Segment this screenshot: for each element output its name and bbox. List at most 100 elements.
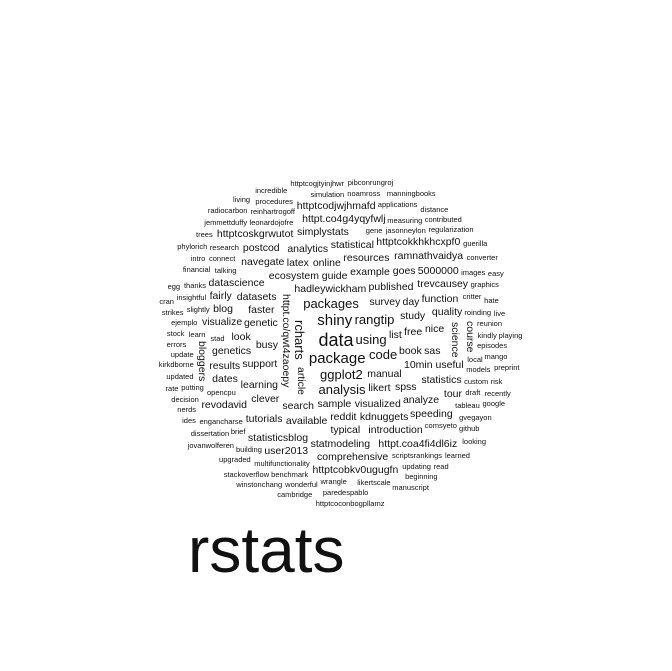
cloud-word: datascience	[208, 276, 265, 289]
cloud-word: comprehensive	[317, 450, 389, 463]
cloud-word: converter	[466, 253, 498, 263]
cloud-word: stackoverflow	[223, 470, 270, 480]
cloud-word: speeding	[410, 408, 453, 421]
cloud-word: typical	[330, 424, 361, 437]
cloud-word: simulation	[310, 189, 345, 199]
cloud-word: cran	[159, 297, 174, 307]
cloud-word: genetic	[243, 317, 278, 330]
cloud-word: ramnathvaidya	[394, 249, 464, 262]
cloud-word: measuring	[387, 216, 423, 225]
cloud-word: 10min	[403, 359, 433, 372]
cloud-word: ejemplo	[171, 318, 198, 328]
cloud-word: critter	[462, 292, 482, 302]
cloud-word: connect	[209, 254, 236, 264]
cloud-word: latex	[286, 256, 309, 269]
cloud-word: slightly	[186, 305, 210, 315]
cloud-word: live	[493, 308, 506, 318]
cloud-word: roinding	[464, 307, 492, 317]
cloud-word: jemmettduffy	[204, 217, 248, 227]
cloud-word: sample	[317, 397, 352, 410]
cloud-word: risk	[490, 376, 503, 386]
cloud-word: benchmark	[271, 469, 309, 479]
cloud-word: datasets	[236, 291, 277, 304]
cloud-word: ggplot2	[320, 367, 363, 383]
cloud-word: stock	[166, 329, 185, 339]
cloud-word: introduction	[368, 424, 423, 437]
cloud-word: search	[282, 399, 314, 412]
cloud-word: kindly	[477, 330, 497, 340]
cloud-word: course	[463, 320, 476, 353]
cloud-word: reunion	[477, 318, 503, 328]
cloud-word: httpt.coa4fi4dl6iz	[378, 437, 458, 450]
cloud-word: brief	[230, 426, 246, 436]
cloud-word: radiocarbon	[207, 205, 248, 215]
cloud-word: support	[242, 358, 278, 371]
cloud-word: nice	[424, 323, 445, 336]
cloud-word: procedures	[255, 197, 293, 207]
cloud-word: jasonneylon	[385, 226, 426, 236]
cloud-word: study	[400, 309, 426, 322]
cloud-word: httpt.co4g4yqyfwlj	[302, 212, 386, 225]
cloud-word: talking	[214, 265, 237, 275]
cloud-word: read	[433, 461, 449, 471]
cloud-word: episodes	[477, 341, 508, 351]
cloud-word: httptcokkhkhcxpf0	[376, 236, 461, 249]
cloud-word: visualize	[201, 316, 243, 329]
cloud-word: analysis	[318, 382, 366, 398]
cloud-word: insightful	[176, 292, 207, 302]
cloud-word: learn	[188, 329, 206, 339]
cloud-word: published	[368, 281, 414, 294]
cloud-word: spss	[394, 380, 417, 393]
cloud-word: wrangle	[320, 477, 347, 487]
cloud-word: 5000000	[417, 265, 459, 278]
cloud-word: revodavid	[201, 398, 247, 411]
cloud-word: guerilla	[463, 238, 488, 248]
cloud-word: errors	[166, 339, 187, 349]
cloud-word: goes	[392, 265, 416, 278]
cloud-word: function	[421, 293, 459, 306]
cloud-word: ecosystem	[268, 269, 319, 282]
cloud-word: httptcoconbogpllamz	[315, 498, 385, 508]
cloud-word: upgraded	[219, 455, 251, 465]
cloud-word: busy	[255, 338, 279, 351]
cloud-word: blog	[213, 303, 233, 316]
cloud-word: putting	[181, 382, 204, 392]
cloud-word: local	[467, 354, 483, 364]
cloud-word: preprint	[494, 363, 520, 373]
cloud-word: data	[318, 330, 354, 350]
cloud-word: hate	[484, 296, 499, 306]
cloud-word: using	[355, 332, 387, 348]
cloud-word: book	[399, 345, 422, 358]
cloud-word: living	[232, 195, 251, 205]
cloud-word: httptcogjtyinjhwr	[290, 179, 345, 189]
cloud-word: gvegayon	[459, 412, 492, 422]
cloud-word: article	[294, 367, 307, 396]
cloud-word: cambridge	[277, 490, 313, 500]
cloud-word: packages	[303, 296, 359, 312]
cloud-word: applications	[377, 200, 418, 210]
cloud-word: rangtip	[354, 311, 395, 327]
cloud-word: updating	[402, 461, 431, 471]
cloud-word: egg	[167, 282, 181, 292]
cloud-word: useful	[435, 359, 464, 372]
cloud-word: jovanwolferen	[187, 440, 234, 450]
cloud-word: beginning	[405, 472, 438, 482]
cloud-word: nerds	[177, 405, 197, 415]
cloud-word: clever	[251, 392, 280, 405]
cloud-word: statistics	[421, 373, 462, 386]
cloud-word: decision	[171, 394, 199, 404]
cloud-word: manningbooks	[386, 189, 436, 199]
cloud-word: visualized	[354, 397, 401, 410]
cloud-word: sas	[424, 344, 441, 357]
cloud-word: github	[459, 424, 480, 434]
cloud-word: navegate	[241, 256, 285, 269]
cloud-word: package	[308, 350, 366, 368]
cloud-word: look	[231, 330, 251, 343]
cloud-word: easy	[487, 268, 504, 278]
cloud-word: analyze	[402, 394, 440, 407]
cloud-word: httptcobkv0ugugfn	[312, 464, 399, 477]
cloud-word: updated	[166, 372, 194, 382]
cloud-word: google	[482, 399, 506, 409]
cloud-word: distance	[420, 204, 449, 214]
